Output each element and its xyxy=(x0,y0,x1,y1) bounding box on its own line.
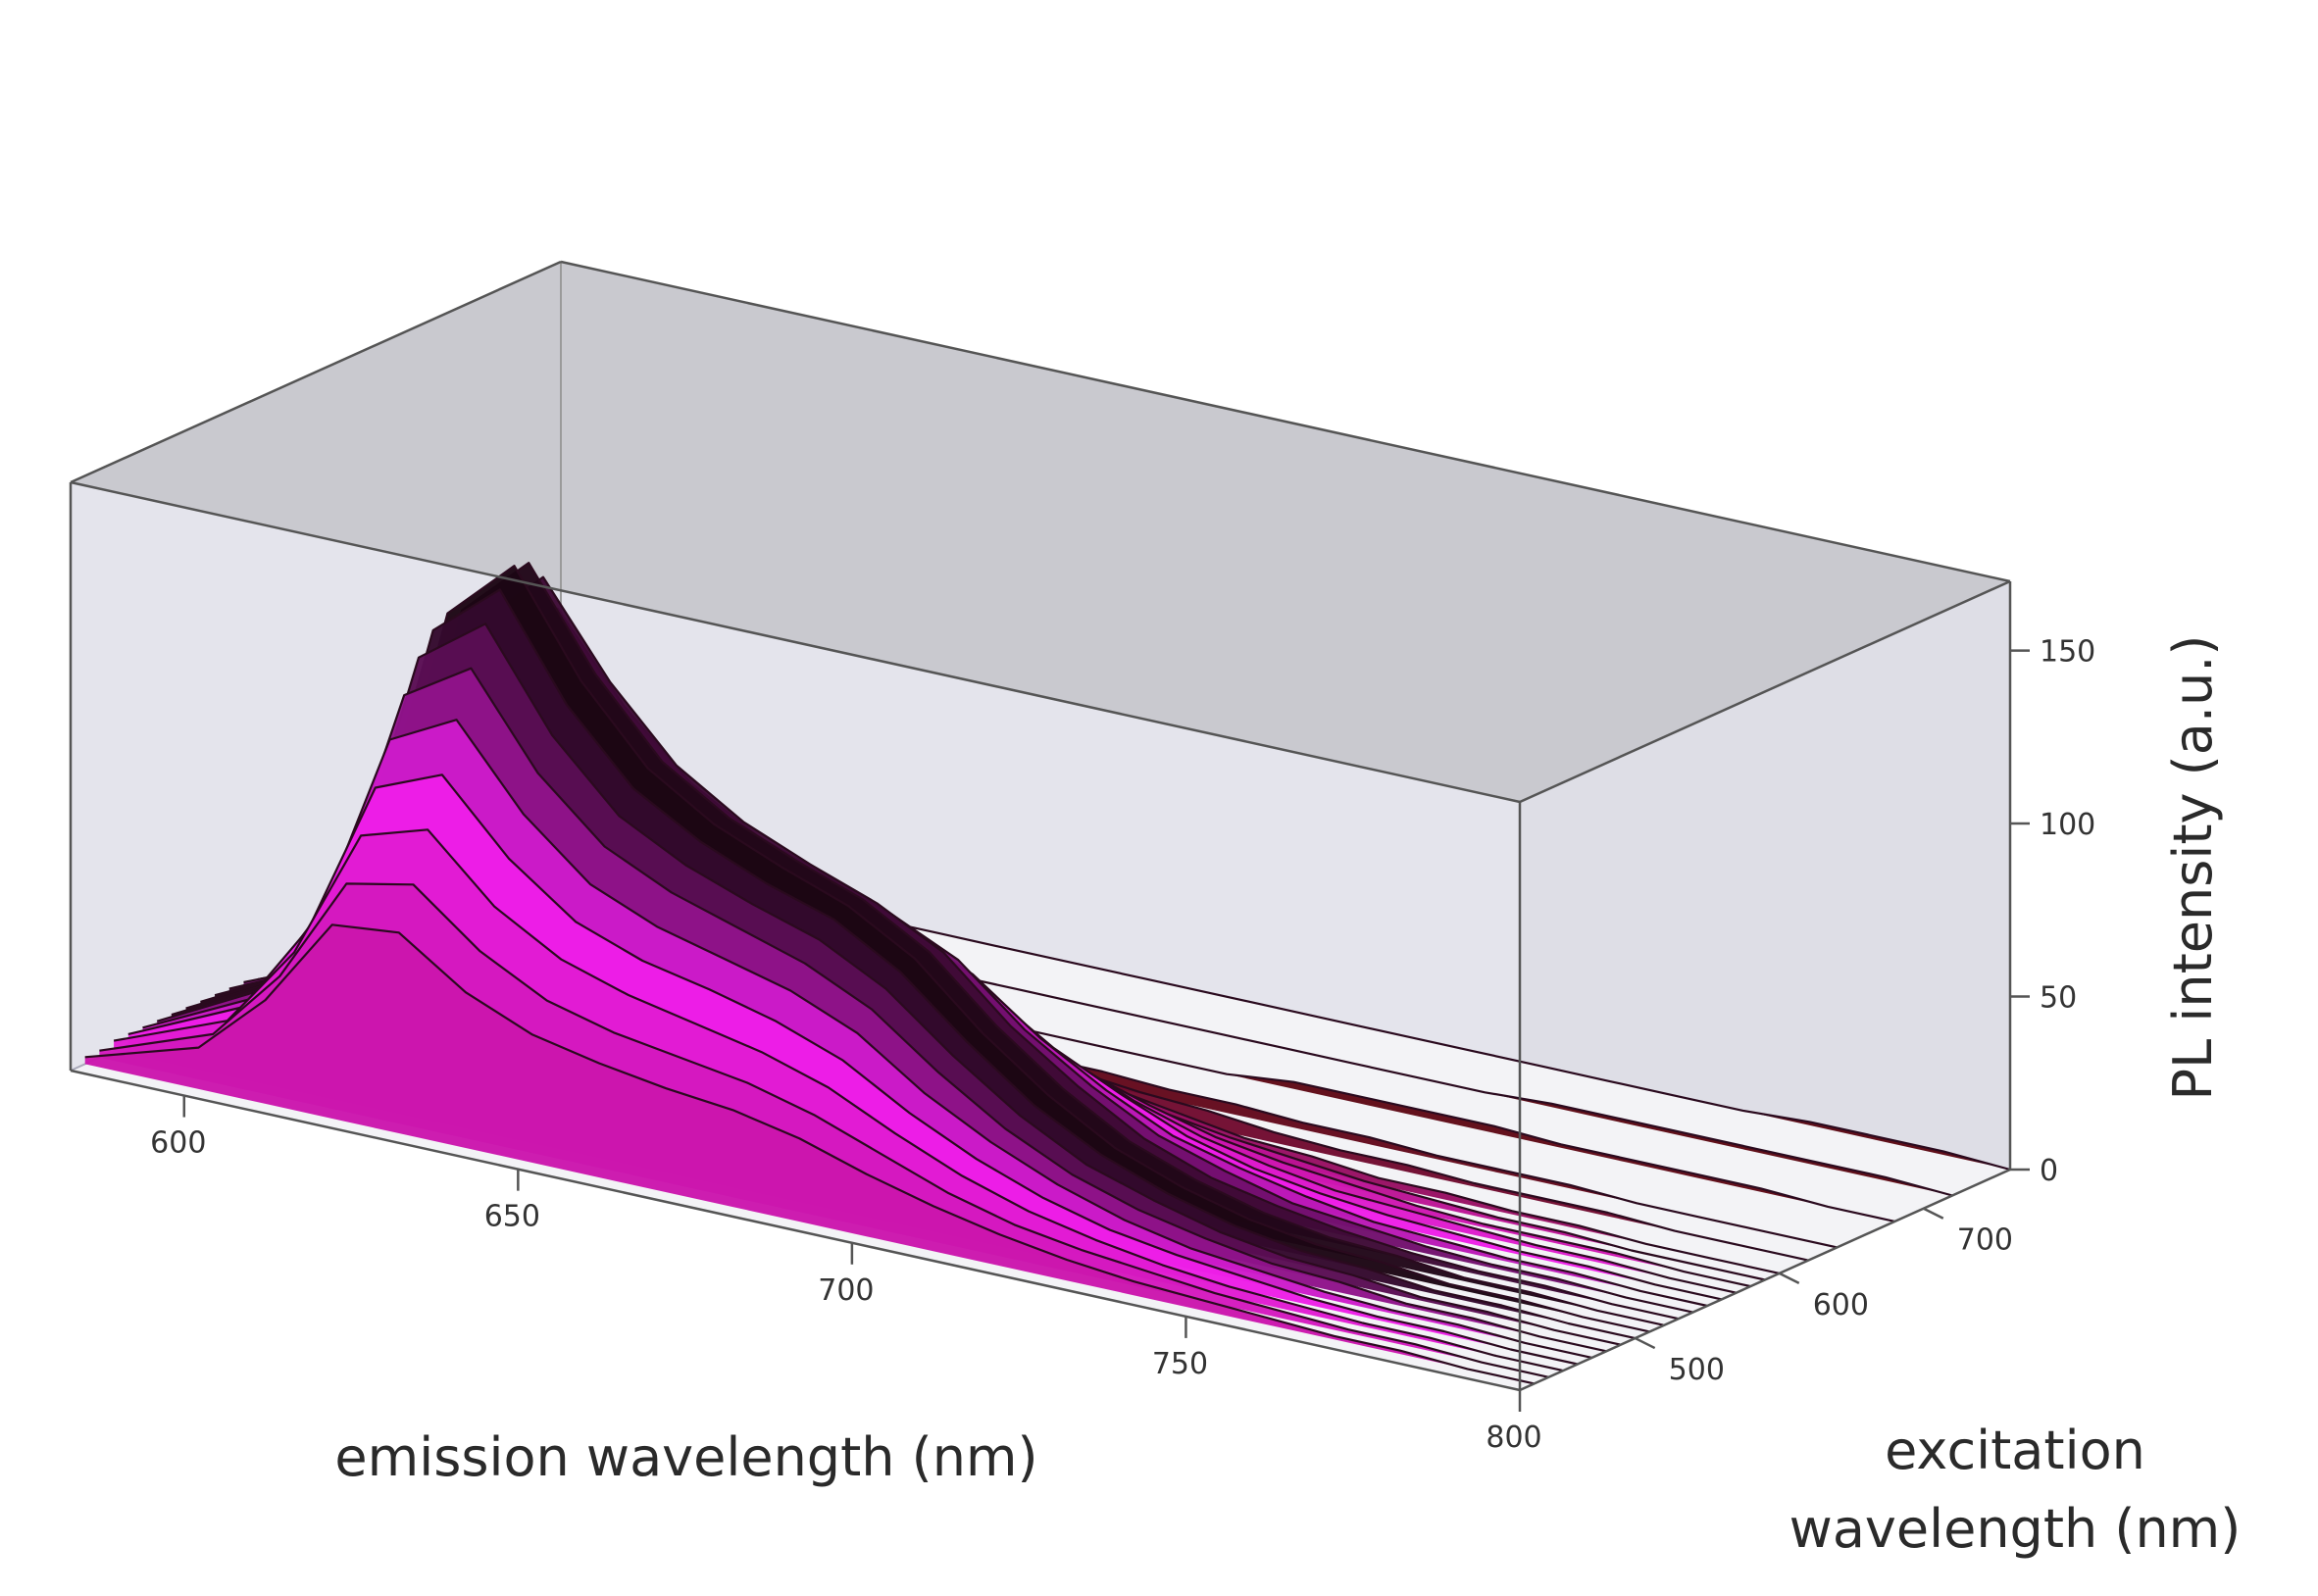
excitation-tick xyxy=(1635,1336,1656,1350)
emission-tick-label: 750 xyxy=(1152,1347,1208,1381)
box-edge-7 xyxy=(1519,1168,2011,1392)
strip-line xyxy=(127,773,1579,1366)
emission-axis-title: emission wavelength (nm) xyxy=(334,1426,1037,1488)
box-edge-3 xyxy=(70,480,1521,804)
strip-line xyxy=(171,623,1622,1346)
strip-line xyxy=(99,882,1549,1378)
excitation-tick-label: 500 xyxy=(1669,1353,1725,1387)
emission-tick-label: 800 xyxy=(1486,1421,1541,1455)
strip-fill xyxy=(445,901,1895,1222)
box-edge-0 xyxy=(70,1069,1521,1392)
excitation-tick xyxy=(1923,1207,1944,1220)
intensity-axis-title: PL intensity (a.u.) xyxy=(2162,635,2224,1101)
emission-tick-label: 600 xyxy=(150,1126,206,1161)
strip-fill xyxy=(561,850,2010,1170)
top-wall xyxy=(71,262,2010,802)
intensity-tick-label: 100 xyxy=(2040,808,2095,842)
surface-strip xyxy=(84,923,1535,1385)
excitation-tick-label: 700 xyxy=(1957,1223,2013,1258)
excitation-axis-title-line2: wavelength (nm) xyxy=(1789,1498,2242,1560)
box-frame-front xyxy=(69,260,2012,1392)
excitation-axis-title-line1: excitation xyxy=(1885,1420,2145,1481)
strip-fill xyxy=(84,924,1535,1384)
intensity-tick-label: 50 xyxy=(2040,981,2077,1016)
box-edge-4 xyxy=(1519,579,2011,804)
axis-ticks: 600 650 700 750 800 500 600 700 0 50 100 150 xyxy=(150,635,2095,1455)
strip-line xyxy=(113,828,1564,1372)
emission-tick-label: 650 xyxy=(484,1200,540,1234)
box-edge-6 xyxy=(70,260,562,484)
intensity-tick-label: 0 xyxy=(2040,1154,2058,1188)
strip-line xyxy=(185,588,1636,1340)
excitation-tick-label: 600 xyxy=(1813,1288,1869,1322)
emission-tick-label: 700 xyxy=(818,1273,874,1308)
strip-line xyxy=(84,923,1535,1385)
strip-line xyxy=(142,719,1592,1359)
box-edge-5 xyxy=(560,260,2011,583)
excitation-tick xyxy=(1779,1272,1800,1285)
strip-line xyxy=(200,565,1650,1333)
strip-line xyxy=(156,667,1607,1353)
intensity-tick-label: 150 xyxy=(2040,635,2095,670)
surface-strips xyxy=(84,561,2011,1385)
